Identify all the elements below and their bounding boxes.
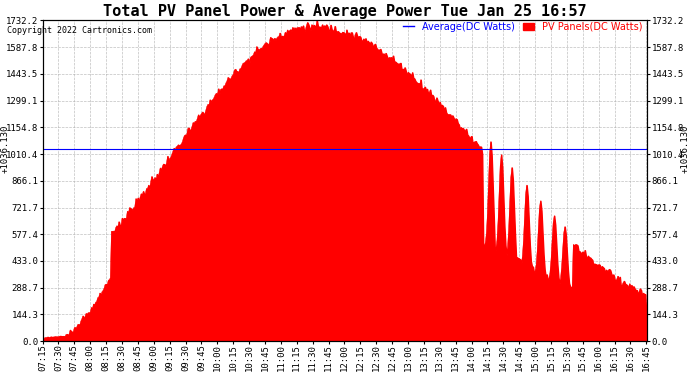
Legend: Average(DC Watts), PV Panels(DC Watts): Average(DC Watts), PV Panels(DC Watts): [402, 22, 642, 32]
Text: +1036.130: +1036.130: [681, 125, 690, 174]
Title: Total PV Panel Power & Average Power Tue Jan 25 16:57: Total PV Panel Power & Average Power Tue…: [104, 4, 586, 19]
Text: Copyright 2022 Cartronics.com: Copyright 2022 Cartronics.com: [7, 26, 152, 35]
Text: +1036.130: +1036.130: [0, 125, 9, 174]
